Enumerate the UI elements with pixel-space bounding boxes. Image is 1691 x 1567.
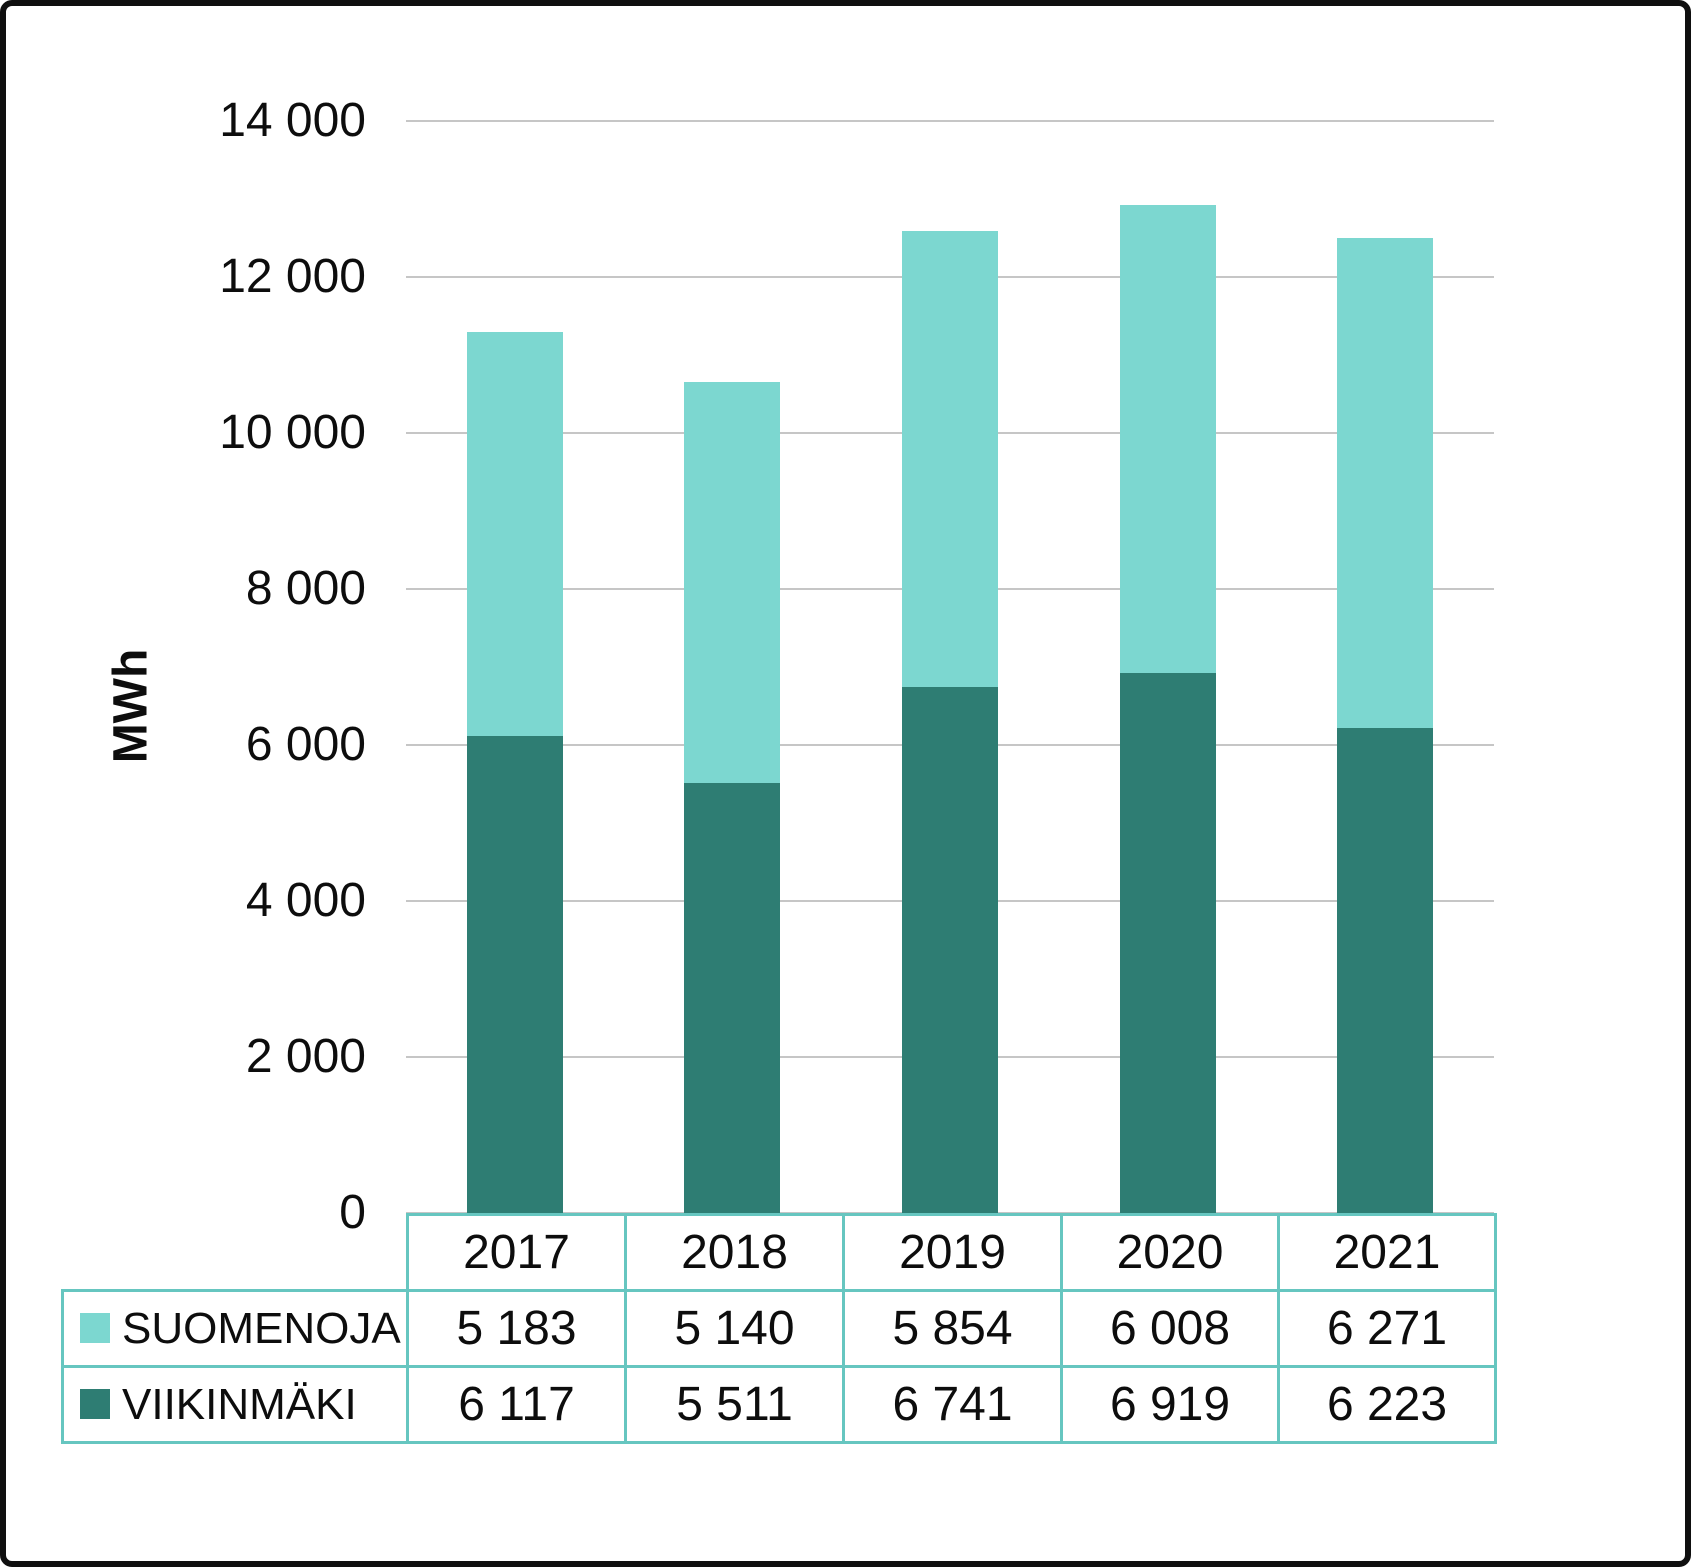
value-cell-viikinmaki: 6 223: [1277, 1365, 1497, 1444]
value-cell-suomenoja: 6 271: [1277, 1289, 1497, 1368]
bar-segment-suomenoja: [1337, 238, 1434, 728]
value-cell-viikinmaki: 6 741: [842, 1365, 1063, 1444]
bar-segment-viikinmaki: [1119, 673, 1216, 1213]
legend-label-viikinmaki: VIIKINMÄKI: [122, 1379, 357, 1429]
value-cell-viikinmaki: 6 117: [406, 1365, 627, 1444]
bar-segment-viikinmaki: [902, 687, 998, 1213]
legend-cell-viikinmaki: VIIKINMÄKI: [61, 1365, 409, 1444]
year-header-cell: 2018: [624, 1213, 845, 1292]
year-header-cell: 2021: [1277, 1213, 1497, 1292]
bar-segment-suomenoja: [1119, 204, 1216, 674]
y-tick-label: 6 000: [245, 718, 366, 771]
legend-label-suomenoja: SUOMENOJA: [122, 1303, 401, 1353]
y-tick-label: 10 000: [219, 406, 366, 459]
bar-segment-viikinmaki: [466, 735, 563, 1213]
table-corner-blank: [62, 1214, 409, 1292]
data-table: 2017 2018 2019 2020 2021 SUOMENOJA 5 183 5 140 5…: [61, 1213, 1497, 1444]
value-cell-suomenoja: 5 183: [406, 1289, 627, 1368]
year-header-cell: 2019: [842, 1213, 1063, 1292]
legend-swatch-suomenoja: [80, 1312, 110, 1343]
year-header-cell: 2020: [1060, 1213, 1280, 1292]
gridline: [406, 120, 1494, 122]
value-cell-viikinmaki: 5 511: [624, 1365, 845, 1444]
bar-segment-suomenoja: [902, 230, 998, 688]
y-tick-label: 2 000: [245, 1030, 366, 1083]
year-header-cell: 2017: [406, 1213, 627, 1292]
bar-segment-suomenoja: [684, 382, 781, 784]
y-tick-label: 4 000: [245, 874, 366, 927]
gridline: [406, 1212, 1494, 1214]
legend-swatch-viikinmaki: [80, 1388, 110, 1419]
legend-cell-suomenoja: SUOMENOJA: [61, 1289, 409, 1368]
plot-area: [406, 120, 1494, 1214]
bar-segment-viikinmaki: [1337, 727, 1434, 1213]
bar-segment-viikinmaki: [684, 783, 781, 1213]
value-cell-suomenoja: 6 008: [1060, 1289, 1280, 1368]
y-tick-label: 14 000: [219, 94, 366, 147]
value-cell-suomenoja: 5 854: [842, 1289, 1063, 1368]
y-tick-label: 8 000: [245, 562, 366, 615]
value-cell-suomenoja: 5 140: [624, 1289, 845, 1368]
bar-segment-suomenoja: [466, 331, 563, 736]
value-cell-viikinmaki: 6 919: [1060, 1365, 1280, 1444]
y-tick-label: 12 000: [219, 250, 366, 303]
